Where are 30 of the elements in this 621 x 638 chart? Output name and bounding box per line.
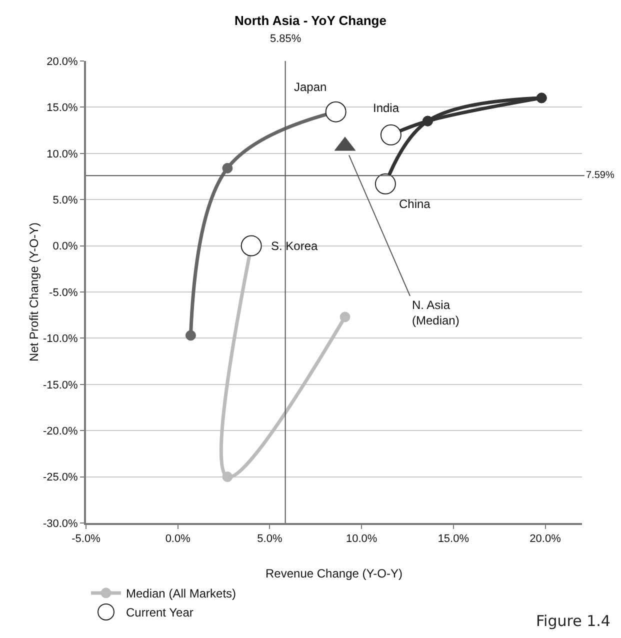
- y-tick-label: -30.0%: [42, 518, 78, 530]
- x-tick-label: -5.0%: [72, 533, 101, 546]
- caption: Figure 1.4: [536, 612, 610, 630]
- y-tick-label: 5.0%: [52, 194, 78, 206]
- annotation: N. Asia (Median): [412, 298, 460, 328]
- y-tick-label: 20.0%: [46, 56, 78, 68]
- y-axis-title: Net Profit Change (Y-O-Y): [26, 222, 41, 362]
- ref-line-label: 5.85%: [270, 33, 302, 45]
- annotation: S. Korea: [271, 239, 318, 253]
- x-tick-label: 0.0%: [165, 533, 191, 546]
- ref-line-label: 7.59%: [586, 170, 614, 181]
- x-tick-label: 5.0%: [257, 533, 282, 546]
- x-tick-label: 15.0%: [438, 533, 470, 546]
- annotation: Japan: [294, 80, 327, 94]
- y-tick-label: -15.0%: [42, 379, 78, 392]
- y-tick-label: -25.0%: [42, 472, 78, 484]
- y-tick-label: 15.0%: [46, 102, 78, 114]
- y-tick-label: 0.0%: [52, 240, 78, 253]
- x-tick-label: 10.0%: [346, 533, 378, 546]
- legend-label: Median (All Markets): [126, 586, 236, 601]
- y-tick-label: 10.0%: [46, 148, 78, 160]
- annotation: India: [373, 101, 400, 115]
- annotation: China: [399, 197, 431, 211]
- chart-title: North Asia - YoY Change: [234, 13, 386, 28]
- x-tick-label: 20.0%: [530, 533, 562, 546]
- y-tick-label: -10.0%: [42, 333, 78, 346]
- y-tick-label: -20.0%: [42, 425, 78, 438]
- x-axis-title: Revenue Change (Y-O-Y): [266, 566, 402, 581]
- legend-label: Current Year: [126, 606, 194, 620]
- y-tick-label: -5.0%: [49, 286, 78, 299]
